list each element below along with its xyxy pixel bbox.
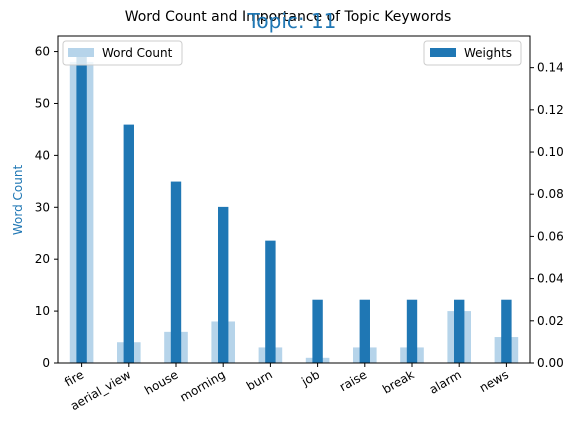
x-tick-label: job	[298, 367, 322, 389]
legend-word-count-box	[62, 40, 183, 66]
x-tick-label: news	[477, 367, 511, 395]
y-right-tick-label: 0.08	[537, 187, 564, 201]
bars-layer	[69, 48, 519, 364]
weight-bar	[359, 299, 370, 363]
y-left-tick-label: 50	[35, 96, 50, 110]
y-right-tick-label: 0.04	[537, 272, 564, 286]
x-tick-label: break	[380, 367, 416, 396]
y-left-tick-label: 0	[42, 356, 50, 370]
legend-weights: Weights	[423, 40, 522, 66]
x-tick-label: burn	[244, 367, 275, 393]
legend-weights-swatch	[430, 48, 456, 57]
y-right-tick-label: 0.10	[537, 145, 564, 159]
legend-weights-label: Weights	[464, 46, 512, 60]
legend-word-count: Word Count	[62, 40, 183, 66]
chart-title: Word Count and Importance of Topic Keywo…	[125, 9, 452, 25]
weight-bar	[406, 299, 418, 363]
weight-bar	[123, 124, 134, 364]
y-axis-label: Word Count	[11, 165, 25, 236]
y-right-tick-label: 0.12	[537, 103, 564, 117]
y-right-tick-label: 0.00	[537, 356, 564, 370]
x-tick-label: raise	[337, 367, 369, 394]
weight-bar	[218, 206, 229, 363]
x-tick-label: house	[142, 367, 180, 397]
weight-bar	[312, 299, 323, 363]
plot-frame	[57, 35, 531, 364]
weight-bar	[170, 181, 182, 363]
y-left-tick-label: 20	[35, 252, 50, 266]
chart-subtitle: Topic: 11	[247, 9, 337, 33]
x-tick-label: alarm	[427, 367, 464, 396]
legend-word-count-label: Word Count	[102, 46, 173, 60]
y-left-tick-label: 40	[35, 148, 50, 162]
weight-bar	[501, 299, 512, 363]
y-right-tick-label: 0.14	[537, 61, 564, 75]
legend-word-count-swatch	[68, 48, 94, 57]
x-tick-label: fire	[62, 367, 86, 389]
y-left-tick-label: 30	[35, 200, 50, 214]
weight-bar	[265, 240, 276, 363]
legend-weights-box	[423, 40, 522, 66]
weight-bar	[454, 299, 465, 363]
y-left-tick-label: 10	[35, 304, 50, 318]
weight-bar	[76, 48, 87, 363]
y-right-tick-label: 0.02	[537, 314, 564, 328]
y-left-tick-label: 60	[35, 45, 50, 59]
x-tick-label: morning	[177, 367, 227, 404]
y-right-tick-label: 0.06	[537, 229, 564, 243]
